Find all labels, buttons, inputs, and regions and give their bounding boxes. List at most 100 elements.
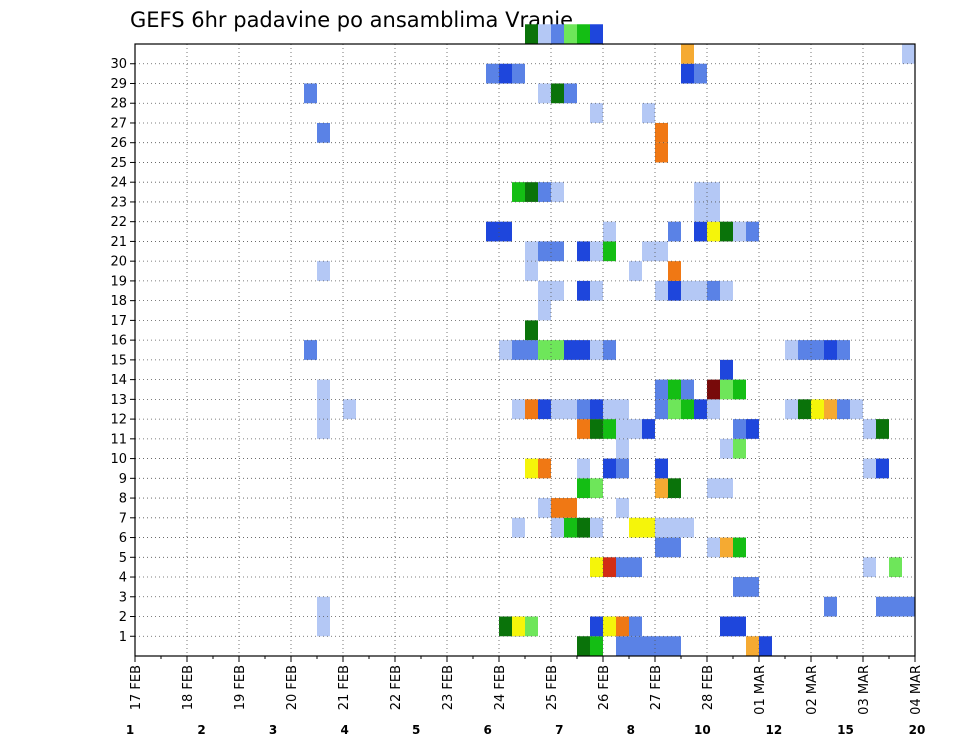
- precip-cell: [577, 399, 590, 420]
- precip-cell: [538, 300, 551, 321]
- precip-cell: [863, 557, 876, 578]
- precip-cell: [499, 63, 512, 84]
- precip-cell: [551, 83, 564, 104]
- precip-cell: [551, 399, 564, 420]
- precip-cell: [655, 379, 668, 400]
- precip-cell: [538, 241, 551, 262]
- precip-cell: [720, 359, 733, 380]
- precip-cell: [694, 399, 707, 420]
- precip-cell: [603, 557, 616, 578]
- precip-cell: [577, 340, 590, 360]
- precip-cell: [746, 419, 759, 439]
- precip-cell: [837, 399, 850, 420]
- precip-cell: [668, 221, 681, 242]
- precip-cell: [707, 537, 720, 558]
- precip-cell: [694, 201, 707, 222]
- precip-cell: [746, 577, 759, 597]
- y-tick-label: 8: [119, 492, 127, 507]
- y-tick-label: 29: [110, 77, 127, 92]
- x-tick-label: 23 FEB: [441, 665, 456, 710]
- precip-cell: [668, 517, 681, 538]
- precip-cell: [525, 182, 538, 202]
- precip-cell: [655, 478, 668, 499]
- precip-cell: [499, 616, 512, 637]
- precip-cell: [655, 142, 668, 163]
- precip-cell: [655, 537, 668, 558]
- precip-cell: [590, 478, 603, 499]
- precip-cell: [525, 261, 538, 281]
- y-tick-label: 16: [110, 334, 127, 349]
- precip-cell: [707, 379, 720, 400]
- precip-cell: [538, 24, 551, 44]
- precip-cell: [720, 537, 733, 558]
- precip-cell: [876, 419, 889, 439]
- precip-cell: [486, 63, 499, 84]
- y-tick-label: 30: [110, 57, 127, 72]
- precip-cell: [876, 596, 889, 617]
- precip-cell: [629, 636, 642, 656]
- precip-cell: [616, 557, 629, 578]
- y-tick-label: 27: [110, 116, 127, 131]
- precip-cell: [655, 241, 668, 262]
- precip-cell: [512, 182, 525, 202]
- precip-cell: [317, 122, 330, 143]
- precip-cell: [486, 221, 499, 242]
- colorbar-label: 8: [627, 723, 635, 737]
- y-tick-label: 7: [119, 511, 127, 526]
- precip-cell: [681, 379, 694, 400]
- precip-cell: [655, 458, 668, 479]
- y-tick-label: 19: [110, 274, 127, 289]
- precip-cell: [603, 616, 616, 637]
- precip-cell: [616, 458, 629, 479]
- precip-cell: [694, 63, 707, 84]
- precip-cell: [720, 478, 733, 499]
- precip-cell: [616, 636, 629, 656]
- precip-cell: [551, 241, 564, 262]
- precip-cell: [577, 241, 590, 262]
- precip-cell: [720, 379, 733, 400]
- precip-cell: [876, 458, 889, 479]
- precip-cell: [668, 537, 681, 558]
- precip-cell: [850, 399, 863, 420]
- precip-cell: [603, 458, 616, 479]
- precip-cell: [707, 399, 720, 420]
- precip-cell: [668, 399, 681, 420]
- precip-cell: [707, 182, 720, 202]
- precip-cell: [616, 399, 629, 420]
- x-tick-label: 17 FEB: [129, 665, 144, 710]
- precip-cell: [889, 557, 902, 578]
- precip-cell: [590, 636, 603, 656]
- x-tick-label: 02 MAR: [805, 665, 820, 715]
- y-tick-label: 26: [110, 136, 127, 151]
- precip-cell: [720, 438, 733, 459]
- cells-layer: [304, 24, 915, 656]
- precip-cell: [902, 596, 915, 617]
- y-tick-label: 25: [110, 156, 127, 171]
- precip-cell: [603, 241, 616, 262]
- precip-cell: [499, 340, 512, 360]
- colorbar-label: 2: [197, 723, 205, 737]
- precip-cell: [785, 340, 798, 360]
- precip-cell: [629, 616, 642, 637]
- colorbar-label: 7: [555, 723, 563, 737]
- precip-cell: [889, 596, 902, 617]
- precip-cell: [551, 24, 564, 44]
- y-tick-label: 10: [110, 452, 127, 467]
- precip-cell: [902, 44, 915, 64]
- precip-cell: [525, 320, 538, 341]
- precip-cell: [629, 261, 642, 281]
- precip-cell: [577, 517, 590, 538]
- y-tick-label: 28: [110, 97, 127, 112]
- precip-cell: [551, 280, 564, 301]
- precip-cell: [681, 280, 694, 301]
- precip-cell: [551, 340, 564, 360]
- y-tick-label: 13: [110, 393, 127, 408]
- y-tick-label: 9: [119, 472, 127, 487]
- precip-cell: [525, 399, 538, 420]
- precip-cell: [317, 399, 330, 420]
- precip-cell: [525, 340, 538, 360]
- y-tick-label: 20: [110, 255, 127, 270]
- precip-cell: [538, 83, 551, 104]
- precip-cell: [551, 498, 564, 518]
